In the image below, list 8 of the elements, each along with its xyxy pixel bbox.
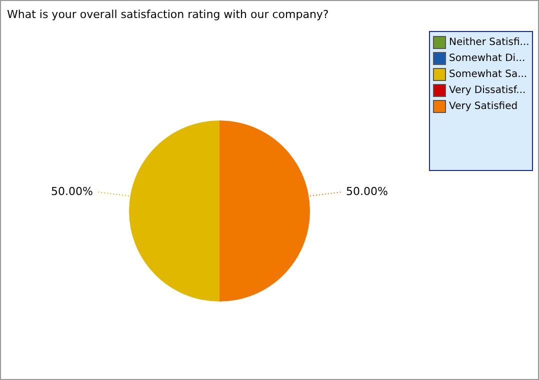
legend-label: Neither Satisfi...	[449, 37, 530, 48]
legend-label: Somewhat Di...	[449, 53, 526, 64]
legend-label: Somewhat Sa...	[449, 69, 528, 80]
data-label: 50.00%	[51, 184, 93, 198]
legend-label: Very Satisfied	[449, 101, 518, 112]
chart-title: What is your overall satisfaction rating with our company?	[7, 8, 329, 21]
data-label: 50.00%	[346, 184, 388, 198]
legend-label: Very Dissatisf...	[449, 85, 526, 96]
